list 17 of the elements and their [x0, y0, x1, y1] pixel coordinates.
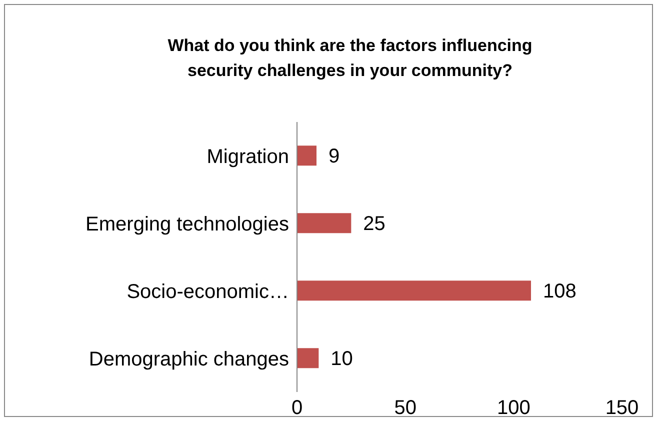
bar [297, 213, 352, 234]
x-tick-label: 0 [291, 397, 303, 420]
y-tick-label: Migration [206, 146, 289, 168]
bar [297, 280, 531, 301]
x-tick-label: 100 [496, 397, 530, 420]
y-tick-label: Socio-economic… [126, 280, 289, 303]
bar [297, 146, 316, 166]
x-tick-label: 150 [605, 397, 639, 420]
data-label: 25 [363, 213, 386, 236]
chart-title: What do you think are the factors influencing security challenges in your community? [166, 35, 534, 82]
x-tick-label: 50 [394, 397, 416, 420]
data-label: 9 [328, 146, 340, 168]
bar [297, 348, 319, 368]
data-label: 10 [330, 348, 353, 370]
data-label: 108 [543, 280, 576, 303]
y-tick-label: Demographic changes [88, 348, 289, 370]
y-tick-label: Emerging technologies [86, 213, 289, 236]
